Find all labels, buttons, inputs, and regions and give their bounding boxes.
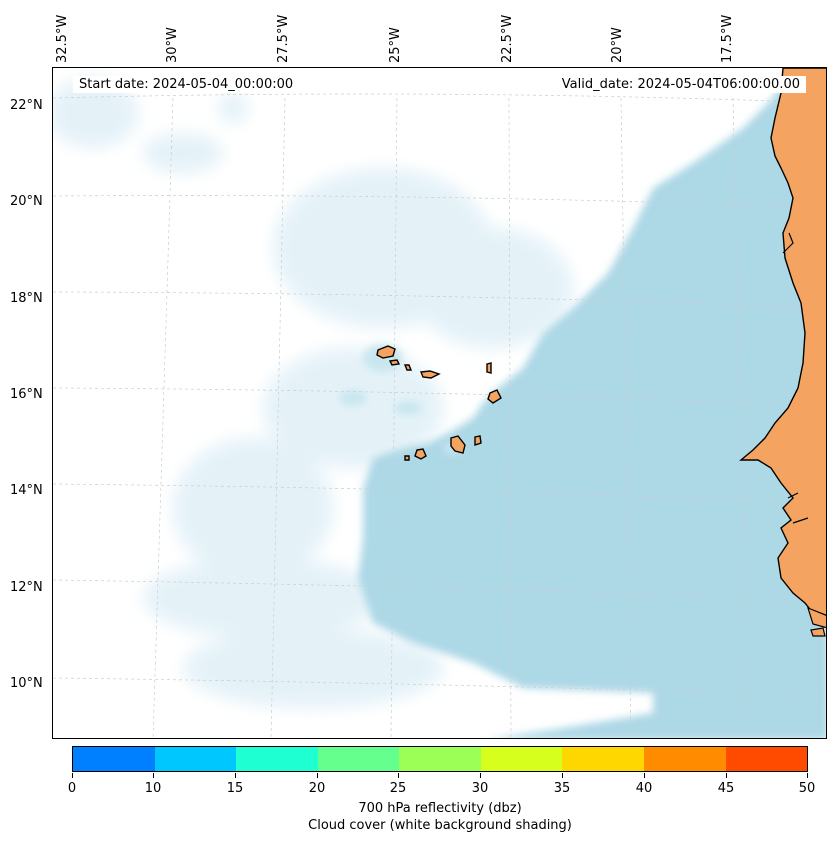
colorbar-segment-1	[154, 747, 237, 771]
lon-label-17-5w: 17.5°W	[720, 14, 735, 63]
lat-label-16n: 16°N	[10, 387, 43, 402]
lon-label-30w: 30°W	[165, 27, 180, 63]
colorbar-tick	[153, 773, 154, 778]
colorbar-segment-3	[317, 747, 400, 771]
colorbar-tick-label: 15	[226, 781, 244, 796]
lat-label-12n: 12°N	[10, 580, 43, 595]
map-canvas	[53, 68, 826, 738]
colorbar-segment-5	[480, 747, 563, 771]
colorbar-tick	[72, 773, 73, 778]
start-date-label: Start date: 2024-05-04_00:00:00	[73, 76, 300, 93]
colorbar-title: 700 hPa reflectivity (dbz)	[358, 801, 522, 816]
cape-verde-islands	[376, 345, 502, 461]
lat-label-10n: 10°N	[10, 676, 43, 691]
coastal-inlets	[782, 232, 809, 524]
colorbar-tick	[480, 773, 481, 778]
colorbar-segment-7	[643, 747, 726, 771]
valid-date-label: Valid_date: 2024-05-04T06:00:00.00	[555, 76, 806, 93]
colorbar-tick-label: 25	[389, 781, 407, 796]
lon-label-32-5w: 32.5°W	[55, 14, 70, 63]
colorbar-tick-label: 40	[635, 781, 653, 796]
coastal-islands	[807, 606, 826, 637]
colorbar-tick-label: 30	[471, 781, 489, 796]
colorbar-tick	[398, 773, 399, 778]
colorbar-tick-label: 10	[144, 781, 162, 796]
lon-label-27-5w: 27.5°W	[276, 14, 291, 63]
map-panel: Start date: 2024-05-04_00:00:00 Valid_da…	[52, 67, 827, 739]
colorbar-segment-6	[562, 747, 644, 771]
colorbar-tick-label: 0	[67, 781, 77, 796]
colorbar-segment-4	[399, 747, 481, 771]
lat-label-18n: 18°N	[10, 291, 43, 306]
lat-label-20n: 20°N	[10, 194, 43, 209]
colorbar-segment-8	[725, 747, 808, 771]
lon-label-25w: 25°W	[388, 27, 403, 63]
colorbar-tick-label: 35	[553, 781, 571, 796]
colorbar-tick	[562, 773, 563, 778]
colorbar-tick	[726, 773, 727, 778]
colorbar-segment-2	[236, 747, 318, 771]
colorbar-subtitle: Cloud cover (white background shading)	[308, 818, 572, 833]
cloud-cover-mass	[358, 68, 826, 738]
colorbar-segment-0	[73, 747, 155, 771]
colorbar-tick	[807, 773, 808, 778]
colorbar-tick	[235, 773, 236, 778]
lat-label-14n: 14°N	[10, 483, 43, 498]
lon-label-20w: 20°W	[610, 27, 625, 63]
lat-label-22n: 22°N	[10, 98, 43, 113]
colorbar-tick-label: 50	[798, 781, 816, 796]
gridlines	[53, 93, 826, 738]
colorbar-tick-label: 45	[717, 781, 735, 796]
colorbar-tick	[644, 773, 645, 778]
reflectivity-colorbar	[72, 746, 808, 772]
thin-cloud-layer	[53, 78, 573, 708]
colorbar-tick	[317, 773, 318, 778]
colorbar-tick-label: 20	[308, 781, 326, 796]
lon-label-22-5w: 22.5°W	[500, 14, 515, 63]
africa-landmass	[739, 68, 826, 628]
